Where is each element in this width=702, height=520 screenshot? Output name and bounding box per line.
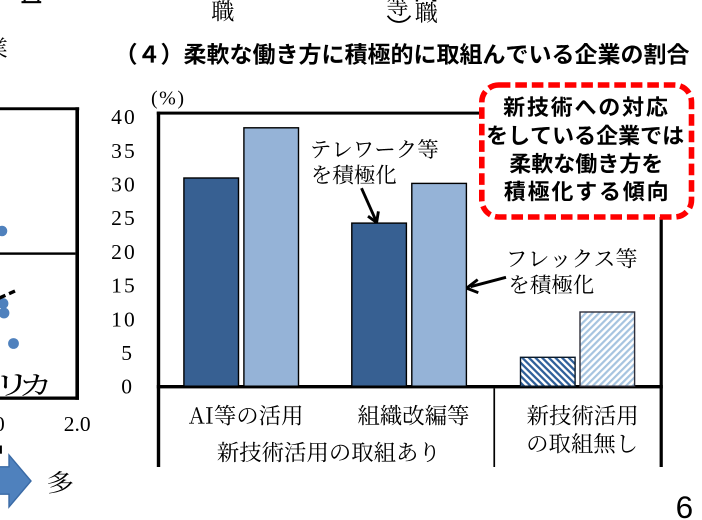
svg-text:30: 30 — [111, 173, 137, 197]
svg-text:25: 25 — [111, 206, 137, 230]
svg-text:10: 10 — [111, 307, 137, 331]
svg-text:(%): (%) — [151, 88, 185, 110]
svg-text:40: 40 — [111, 105, 137, 129]
svg-text:20: 20 — [111, 240, 137, 264]
svg-text:6: 6 — [676, 489, 694, 520]
svg-text:2.0: 2.0 — [64, 412, 91, 436]
svg-text:0: 0 — [0, 412, 5, 436]
svg-text:0: 0 — [121, 375, 132, 399]
svg-text:35: 35 — [111, 139, 137, 163]
svg-text:5: 5 — [121, 341, 132, 365]
svg-text:15: 15 — [111, 274, 137, 298]
